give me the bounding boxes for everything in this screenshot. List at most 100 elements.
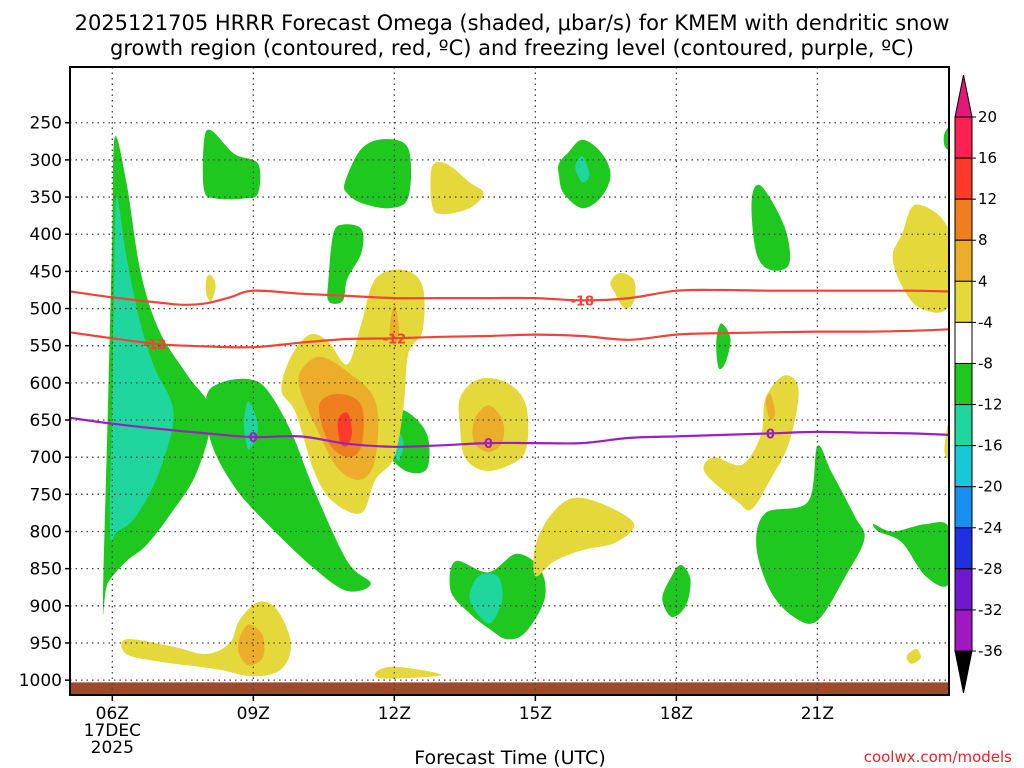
y-tick-label: 250 (30, 114, 62, 134)
omega-region (202, 129, 261, 200)
omega-region (109, 197, 174, 542)
x-tick-year: 2025 (91, 738, 134, 758)
colorbar-label: 4 (978, 272, 988, 290)
colorbar-label: -4 (978, 313, 993, 331)
omega-region (892, 204, 949, 313)
colorbar-label: -28 (978, 560, 1003, 578)
x-tick-label: 21Z (801, 704, 834, 724)
y-tick-label: 800 (30, 522, 62, 542)
omega-region (575, 156, 590, 183)
y-tick-label: 550 (30, 337, 62, 357)
omega-region (716, 323, 731, 370)
omega-region (765, 393, 776, 421)
omega-region (703, 375, 799, 511)
colorbar-label: -12 (978, 396, 1003, 414)
colorbar-label: -24 (978, 519, 1003, 537)
terrain-band (70, 682, 949, 695)
colorbar-top-arrow (954, 74, 973, 118)
colorbar-box (954, 445, 973, 488)
colorbar-box (954, 321, 973, 364)
y-tick-label: 900 (30, 597, 62, 617)
contour-label: -18 (571, 294, 595, 309)
omega-region (205, 274, 216, 302)
contour-label: -12 (383, 332, 407, 347)
y-tick-label: 750 (30, 485, 62, 505)
x-tick-label: 09Z (237, 704, 270, 724)
omega-region (662, 564, 691, 618)
colorbar-label: 12 (978, 190, 997, 208)
colorbar-box (954, 404, 973, 447)
y-tick-label: 600 (30, 374, 62, 394)
omega-region (751, 184, 791, 271)
y-tick-label: 300 (30, 151, 62, 171)
terrain-layer (70, 682, 949, 695)
colorbar-box (954, 157, 973, 200)
colorbar-label: -36 (978, 642, 1003, 660)
x-tick-date: 17DEC (84, 721, 141, 741)
omega-region (469, 573, 503, 624)
contour-label: -12 (143, 338, 167, 353)
colorbar-box (954, 486, 973, 529)
y-tick-label: 400 (30, 225, 62, 245)
contour-label: 0 (484, 437, 493, 452)
omega-region (906, 648, 921, 664)
y-tick-label: 500 (30, 300, 62, 320)
y-tick-label: 1000 (19, 671, 62, 691)
colorbar-label: -20 (978, 478, 1003, 496)
contour-label: 0 (766, 427, 775, 442)
colorbar-bottom-arrow (954, 650, 973, 694)
omega-region (430, 161, 484, 215)
omega-region (327, 224, 364, 304)
colorbar-box (954, 116, 973, 159)
colorbar-label: -8 (978, 354, 993, 372)
contour-line (70, 328, 949, 349)
contour-line (70, 288, 949, 306)
contour-label-layer: -18 -12 -12 0 0 0 (143, 294, 775, 452)
y-tick-label: 950 (30, 634, 62, 654)
contour-label: 0 (249, 431, 258, 446)
colorbar-box (954, 609, 973, 652)
colorbar-box (954, 527, 973, 570)
omega-region (610, 272, 636, 309)
omega-region (756, 445, 865, 624)
omega-region (944, 419, 949, 459)
colorbar-box (954, 280, 973, 323)
y-tick-label: 700 (30, 448, 62, 468)
omega-region (374, 666, 442, 679)
omega-region (389, 304, 399, 346)
colorbar-label: -16 (978, 437, 1003, 455)
credit-link[interactable]: coolwx.com/models (864, 748, 1012, 766)
omega-region (943, 128, 949, 150)
omega-region (343, 139, 412, 209)
y-axis: 250 300 350 400 450 500 550 600 650 700 750 800 850 9… (19, 114, 70, 691)
contour-line (70, 416, 949, 448)
omega-region (472, 405, 505, 452)
colorbar: 20 16 12 8 4 -4 -8 -12 -16 -20 -24 -28 -32 -36 (954, 74, 1003, 694)
omega-region (337, 412, 352, 447)
omega-region (533, 497, 635, 577)
x-tick-label: 18Z (660, 704, 693, 724)
colorbar-box (954, 362, 973, 406)
omega-region (238, 624, 265, 666)
colorbar-label: -32 (978, 601, 1003, 619)
x-tick-label: 15Z (519, 704, 552, 724)
x-tick-label: 06Z (96, 704, 129, 724)
title-line-1: 2025121705 HRRR Forecast Omega (shaded, … (75, 11, 950, 35)
x-axis-title: Forecast Time (UTC) (414, 747, 605, 768)
plot-frame (69, 66, 950, 696)
contour-layer (70, 288, 949, 448)
colorbar-label: 20 (978, 108, 997, 126)
omega-region (872, 521, 949, 587)
y-tick-label: 650 (30, 411, 62, 431)
colorbar-box (954, 568, 973, 611)
y-tick-label: 850 (30, 560, 62, 580)
shaded-region-layer (102, 128, 949, 679)
colorbar-label: 8 (978, 231, 988, 249)
title-line-2: growth region (contoured, red, ºC) and f… (110, 36, 914, 60)
colorbar-box (954, 239, 973, 282)
grid-layer (70, 67, 949, 695)
x-tick-label: 12Z (378, 704, 411, 724)
y-tick-label: 450 (30, 262, 62, 282)
